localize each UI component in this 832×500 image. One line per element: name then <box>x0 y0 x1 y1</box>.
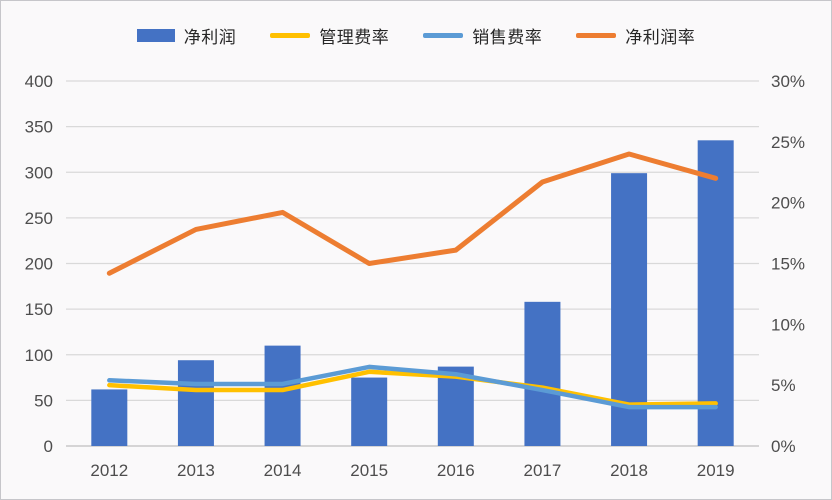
left-axis-tick: 250 <box>25 209 53 228</box>
line-sales-expense-ratio <box>107 364 718 410</box>
bar-net-profit-2014 <box>264 345 301 446</box>
right-axis-tick: 30% <box>771 72 805 91</box>
legend-swatch-sales-expense-ratio-line-icon <box>423 33 464 38</box>
left-axis-tick: 350 <box>25 118 53 137</box>
right-axis-tick: 5% <box>771 376 796 395</box>
legend-label-net-profit: 净利润 <box>183 28 237 47</box>
right-axis-tick: 25% <box>771 133 805 152</box>
x-axis-label-2016: 2016 <box>437 461 475 480</box>
line-admin-expense-ratio <box>107 369 718 407</box>
x-axis-label-2018: 2018 <box>610 461 648 480</box>
chart-legend: 净利润 管理费率 销售费率 净利润率 <box>1 23 831 48</box>
legend-label-net-profit-margin: 净利润率 <box>625 28 696 47</box>
bar-net-profit-2012 <box>91 389 128 446</box>
left-axis-tick: 50 <box>34 391 53 410</box>
right-axis-tick: 0% <box>771 437 796 456</box>
left-axis-tick: 0 <box>44 437 53 456</box>
bar-net-profit-2017 <box>524 301 561 446</box>
bar-net-profit-2019 <box>697 140 734 446</box>
legend-label-sales-expense-ratio: 销售费率 <box>472 28 543 47</box>
left-axis-tick: 300 <box>25 163 53 182</box>
left-axis-tick: 400 <box>25 72 53 91</box>
legend-swatch-net-profit-margin-line-icon <box>576 33 617 38</box>
legend-item-sales-expense-ratio: 销售费率 <box>423 23 542 48</box>
left-axis-tick: 200 <box>25 255 53 274</box>
legend-swatch-admin-expense-ratio-line-icon <box>270 33 311 38</box>
legend-item-net-profit-margin: 净利润率 <box>576 23 695 48</box>
legend-swatch-net-profit-bar-icon <box>136 29 175 42</box>
bar-net-profit-2013 <box>177 360 214 446</box>
left-axis-tick: 100 <box>25 346 53 365</box>
left-axis-tick: 150 <box>25 300 53 319</box>
bar-net-profit-2015 <box>351 377 388 446</box>
x-axis-label-2014: 2014 <box>264 461 302 480</box>
right-axis-tick: 15% <box>771 255 805 274</box>
x-axis-label-2015: 2015 <box>350 461 388 480</box>
right-axis-tick: 10% <box>771 315 805 334</box>
line-net-profit-margin <box>106 151 719 276</box>
legend-item-net-profit: 净利润 <box>136 23 237 48</box>
legend-item-admin-expense-ratio: 管理费率 <box>270 23 389 48</box>
right-axis-tick: 20% <box>771 194 805 213</box>
x-axis-label-2012: 2012 <box>90 461 128 480</box>
x-axis-label-2013: 2013 <box>177 461 215 480</box>
legend-label-admin-expense-ratio: 管理费率 <box>319 28 390 47</box>
x-axis-label-2017: 2017 <box>524 461 562 480</box>
x-axis-label-2019: 2019 <box>697 461 735 480</box>
